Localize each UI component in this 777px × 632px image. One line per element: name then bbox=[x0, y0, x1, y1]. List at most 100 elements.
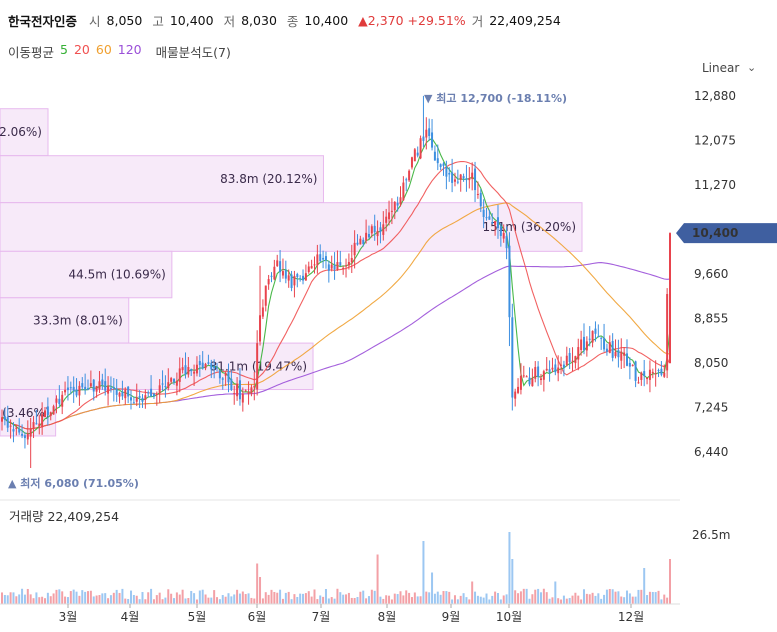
current-price-label: 10,400 bbox=[692, 226, 738, 240]
candle-body bbox=[253, 386, 256, 388]
chevron-down-icon[interactable]: ⌄ bbox=[747, 61, 757, 74]
volume-bar bbox=[482, 597, 485, 604]
volume-bar bbox=[155, 595, 158, 604]
volume-bar bbox=[362, 590, 365, 604]
candle-body bbox=[370, 226, 373, 234]
candle-body bbox=[319, 254, 322, 262]
volume-bar bbox=[147, 592, 150, 604]
volume-bar bbox=[107, 598, 110, 604]
volume-bar bbox=[98, 595, 101, 604]
volume-bar bbox=[44, 598, 47, 604]
volume-bar bbox=[144, 599, 147, 604]
candle-body bbox=[261, 307, 264, 317]
candle-body bbox=[419, 138, 422, 159]
scale-selector[interactable]: Linear bbox=[702, 61, 740, 75]
candle-body bbox=[634, 361, 637, 381]
candle-body bbox=[499, 226, 502, 236]
month-tick-label: 7월 bbox=[312, 610, 331, 624]
candle-body bbox=[138, 396, 141, 398]
volume-bar bbox=[648, 591, 651, 604]
volume-bar bbox=[58, 589, 61, 604]
current-price-tag bbox=[676, 223, 777, 244]
candle-body bbox=[141, 397, 144, 402]
volume-bar bbox=[422, 541, 425, 604]
candle-body bbox=[474, 168, 477, 191]
volume-bar bbox=[643, 568, 646, 604]
volume-bar bbox=[233, 594, 236, 604]
candle-body bbox=[55, 398, 58, 403]
volume-bar bbox=[181, 589, 184, 604]
volume-bar bbox=[669, 559, 671, 604]
volume-bar bbox=[38, 597, 41, 604]
ma20-label[interactable]: 20 bbox=[73, 42, 90, 57]
volume-bar bbox=[462, 593, 465, 604]
candle-body bbox=[84, 386, 87, 390]
candle-body bbox=[161, 383, 164, 385]
volume-profile-toggle[interactable]: 매물분석도(7) bbox=[155, 45, 231, 60]
open-value: 8,050 bbox=[106, 12, 143, 28]
volume-bar bbox=[302, 593, 305, 604]
volume-bar bbox=[657, 590, 660, 604]
volume-bar bbox=[333, 598, 336, 604]
candle-body bbox=[339, 262, 342, 266]
candle-body bbox=[531, 378, 534, 387]
candle-body bbox=[127, 386, 130, 397]
volume-bar bbox=[448, 591, 451, 604]
candle-body bbox=[276, 260, 279, 267]
candle-body bbox=[324, 256, 327, 261]
candle-body bbox=[104, 381, 107, 391]
candle-body bbox=[385, 216, 388, 223]
volume-bar bbox=[350, 597, 353, 604]
price-tick-label: 6,440 bbox=[694, 445, 728, 459]
candle-body bbox=[175, 380, 178, 386]
volume-bar bbox=[152, 599, 155, 604]
volume-bar bbox=[89, 590, 92, 604]
volume-bar bbox=[436, 591, 439, 604]
candle-body bbox=[465, 178, 468, 181]
indicator-bar: 이동평균 5 20 60 120 매물분석도(7) bbox=[8, 42, 231, 60]
ma5-label[interactable]: 5 bbox=[60, 42, 68, 57]
volume-bar bbox=[396, 594, 399, 604]
candle-body bbox=[95, 386, 98, 392]
candle-body bbox=[551, 367, 554, 370]
volume-bar bbox=[654, 592, 657, 604]
candle-body bbox=[669, 233, 671, 363]
volume-bar bbox=[138, 599, 141, 604]
quote-header: 한국전자인증 시 8,050 고 10,400 저 8,030 종 10,400 ▲2,… bbox=[8, 9, 773, 31]
candle-body bbox=[9, 425, 12, 427]
candle-body bbox=[614, 351, 617, 357]
volume-bar bbox=[611, 589, 614, 604]
volume-bar bbox=[253, 598, 256, 604]
volume-bar bbox=[78, 595, 81, 604]
candle-body bbox=[508, 245, 511, 318]
volume-bar bbox=[299, 593, 302, 604]
change-value: ▲2,370 +29.51% bbox=[358, 12, 466, 28]
candle-body bbox=[81, 383, 84, 388]
volume-bar bbox=[519, 591, 522, 604]
candle-body bbox=[15, 427, 18, 429]
candle-body bbox=[307, 266, 310, 273]
volume-bar bbox=[562, 595, 565, 604]
volume-bar bbox=[399, 591, 402, 604]
volume-bar bbox=[365, 598, 368, 604]
candle-body bbox=[350, 257, 353, 263]
ma120-label[interactable]: 120 bbox=[117, 42, 142, 57]
volume-bar bbox=[109, 595, 112, 604]
candle-body bbox=[388, 212, 391, 220]
candle-body bbox=[514, 391, 517, 399]
candle-body bbox=[173, 378, 176, 383]
volume-bar bbox=[628, 593, 631, 604]
volume-bar bbox=[201, 589, 204, 604]
candle-body bbox=[330, 264, 333, 269]
candle-body bbox=[505, 236, 508, 249]
ma60-label[interactable]: 60 bbox=[95, 42, 112, 57]
moving-average-toggle[interactable]: 이동평균 bbox=[8, 45, 55, 60]
candle-body bbox=[479, 192, 482, 207]
volume-bar bbox=[534, 589, 537, 604]
volume-profile-label: 83.8m (20.12%) bbox=[220, 172, 317, 186]
candle-body bbox=[218, 370, 221, 379]
volume-bar bbox=[187, 598, 190, 604]
volume-bar bbox=[580, 599, 583, 604]
volume-bar bbox=[247, 593, 250, 604]
